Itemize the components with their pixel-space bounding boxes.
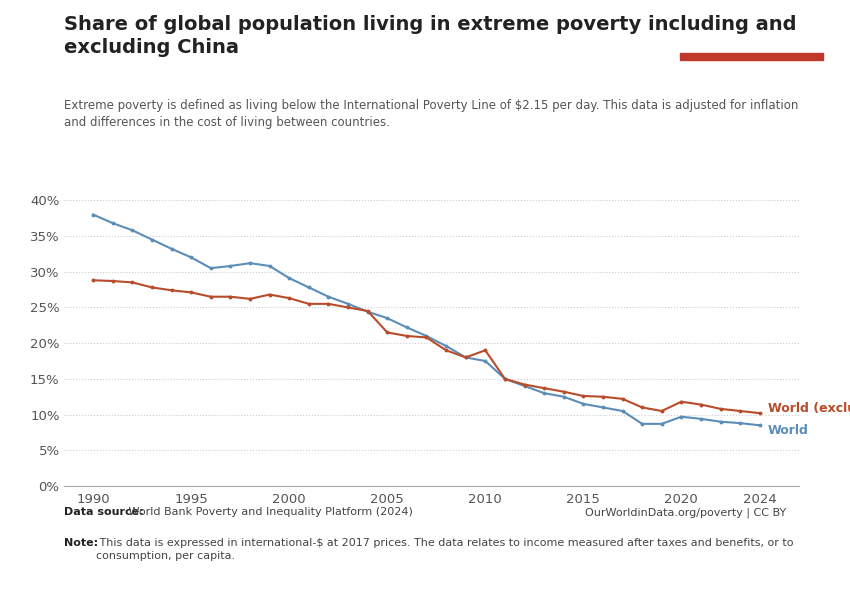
Text: Extreme poverty is defined as living below the International Poverty Line of $2.: Extreme poverty is defined as living bel… [64, 99, 798, 129]
Text: OurWorldinData.org/poverty | CC BY: OurWorldinData.org/poverty | CC BY [585, 507, 786, 517]
Text: in Data: in Data [726, 34, 777, 47]
Bar [680, 53, 823, 60]
Text: This data is expressed in international-$ at 2017 prices. The data relates to in: This data is expressed in international-… [96, 538, 794, 562]
Text: World (excluding China): World (excluding China) [768, 403, 850, 415]
Text: Our World: Our World [716, 17, 787, 31]
Text: Share of global population living in extreme poverty including and
excluding Chi: Share of global population living in ext… [64, 15, 796, 57]
Text: Data source:: Data source: [64, 507, 144, 517]
Text: World Bank Poverty and Inequality Platform (2024): World Bank Poverty and Inequality Platfo… [125, 507, 413, 517]
Text: World: World [768, 424, 808, 437]
Text: Note:: Note: [64, 538, 98, 548]
